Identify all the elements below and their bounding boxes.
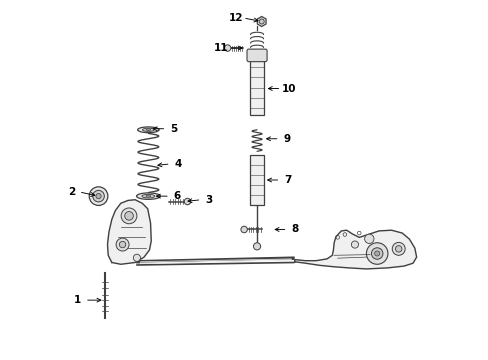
Circle shape [224,45,230,51]
Polygon shape [107,200,151,264]
Bar [250,155,264,205]
Circle shape [371,248,382,259]
Circle shape [93,190,104,202]
Circle shape [241,226,247,233]
Text: 6: 6 [173,191,181,201]
Circle shape [364,234,373,243]
FancyBboxPatch shape [246,49,266,62]
Text: 3: 3 [204,195,212,205]
Circle shape [116,238,129,251]
Circle shape [124,212,133,220]
Ellipse shape [146,195,150,197]
Text: 2: 2 [68,187,75,197]
Polygon shape [257,17,265,27]
Circle shape [366,243,387,264]
Circle shape [184,198,190,205]
Text: 4: 4 [174,159,181,169]
Polygon shape [294,230,416,269]
Text: 10: 10 [281,84,295,94]
Ellipse shape [146,129,150,131]
Ellipse shape [142,128,154,131]
Bar [249,60,264,116]
Circle shape [391,242,405,255]
Ellipse shape [137,127,159,133]
Text: 11: 11 [214,43,228,53]
Circle shape [374,251,379,256]
Circle shape [121,208,137,224]
Text: 9: 9 [283,134,290,144]
Circle shape [89,187,108,206]
Circle shape [133,254,140,261]
Text: 8: 8 [290,225,298,234]
Text: 1: 1 [74,295,81,305]
Circle shape [351,241,358,248]
Text: 7: 7 [283,175,291,185]
Circle shape [253,243,260,250]
Text: 12: 12 [228,13,243,23]
Text: 5: 5 [169,124,177,134]
Ellipse shape [142,194,155,198]
Circle shape [395,246,401,252]
Circle shape [259,19,264,24]
Circle shape [119,241,125,248]
Circle shape [96,194,101,199]
Ellipse shape [136,193,160,199]
